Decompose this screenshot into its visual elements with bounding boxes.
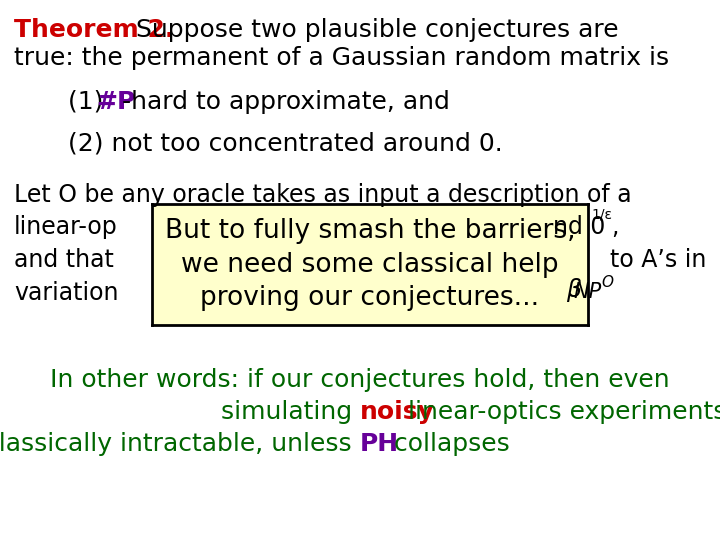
Text: ,: , <box>611 215 618 239</box>
Text: and that: and that <box>14 248 114 272</box>
Text: Let O be any oracle takes as input a description of a: Let O be any oracle takes as input a des… <box>14 183 631 207</box>
Text: (2) not too concentrated around 0.: (2) not too concentrated around 0. <box>68 132 503 156</box>
Text: In other words: if our conjectures hold, then even: In other words: if our conjectures hold,… <box>50 368 670 392</box>
Text: 1/ε: 1/ε <box>591 208 612 222</box>
Text: proving our conjectures...: proving our conjectures... <box>200 285 539 312</box>
Text: to A’s in: to A’s in <box>610 248 706 272</box>
Text: β: β <box>566 278 581 302</box>
Text: linear-op: linear-op <box>14 215 118 239</box>
Text: classically intractable, unless: classically intractable, unless <box>0 432 360 456</box>
Text: Suppose two plausible conjectures are: Suppose two plausible conjectures are <box>120 18 618 42</box>
Text: #P: #P <box>96 90 135 114</box>
Text: But to fully smash the barriers,: But to fully smash the barriers, <box>165 218 575 244</box>
Text: O: O <box>601 275 613 290</box>
Text: -hard to approximate, and: -hard to approximate, and <box>122 90 450 114</box>
Text: we need some classical help: we need some classical help <box>181 252 559 278</box>
Text: nd 0: nd 0 <box>553 215 606 239</box>
Text: simulating: simulating <box>221 400 360 424</box>
Text: variation: variation <box>14 281 119 305</box>
Text: PH: PH <box>360 432 399 456</box>
Text: Theorem 2.: Theorem 2. <box>14 18 174 42</box>
Text: linear-optics experiments is: linear-optics experiments is <box>400 400 720 424</box>
Text: (1): (1) <box>68 90 112 114</box>
Text: collapses: collapses <box>386 432 510 456</box>
Text: NP: NP <box>573 282 601 302</box>
Text: noisy: noisy <box>360 400 435 424</box>
Text: true: the permanent of a Gaussian random matrix is: true: the permanent of a Gaussian random… <box>14 46 669 70</box>
